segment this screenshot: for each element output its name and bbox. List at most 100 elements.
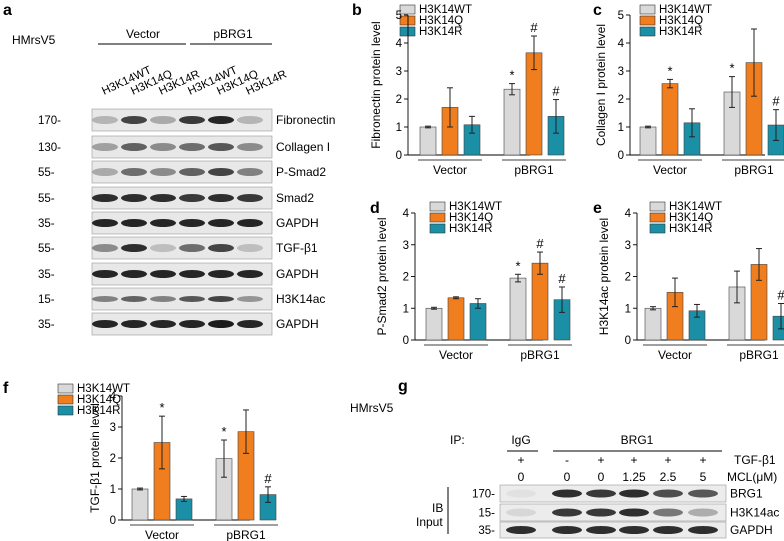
panel-label-a: a xyxy=(3,2,12,19)
panel-g-ip-blot: g HMrsV5 IP: IgG BRG1 + - + + + + 0 0 0 1.25 2.5 5… xyxy=(350,378,779,539)
blot-a-band-5-1 xyxy=(121,244,147,252)
category-label-e-1: pBRG1 xyxy=(739,348,779,362)
blot-a-band-5-2 xyxy=(150,244,176,252)
blot-a-band-2-5 xyxy=(237,168,263,176)
y-tick-label-c-5: 5 xyxy=(618,10,624,22)
y-tick-label-d-1: 1 xyxy=(403,303,409,315)
blot-a-mw-1: 130- xyxy=(38,142,61,154)
mcl-dose-0: 0 xyxy=(518,470,525,484)
legend-swatch-b-0 xyxy=(399,4,416,15)
blot-a-band-2-3 xyxy=(179,168,205,176)
blot-a-band-6-2 xyxy=(150,270,176,278)
blot-a-band-4-2 xyxy=(150,219,176,227)
blot-g-input-label: Input xyxy=(416,515,443,529)
blot-a-label-6: GAPDH xyxy=(276,267,319,281)
blot-a-band-3-0 xyxy=(92,194,118,202)
y-tick-label-c-1: 1 xyxy=(618,122,624,134)
mcl-dose-1: 0 xyxy=(564,470,571,484)
tgf-sign-3: + xyxy=(630,453,637,467)
tgf-sign-0: + xyxy=(517,453,524,467)
blot-g-band-1-4 xyxy=(653,508,683,517)
blot-g-mw-0: 170- xyxy=(472,489,495,501)
y-tick-label-c-4: 4 xyxy=(618,38,625,50)
sig-mark-f-1-0: * xyxy=(221,424,226,439)
panel-label-f: f xyxy=(3,380,9,397)
y-axis-label-b: Fibronectin protein level xyxy=(369,21,383,148)
blot-g-rows: 170- BRG1 15- H3K14ac 35- GAPDH xyxy=(472,484,779,539)
y-axis-label-e: H3K14ac protein level xyxy=(597,218,611,335)
y-tick-label-d-4: 4 xyxy=(403,208,410,220)
blot-a-mw-3: 55- xyxy=(38,193,55,205)
y-tick-label-b-2: 2 xyxy=(396,94,402,106)
y-tick-label-e-1: 1 xyxy=(625,303,631,315)
blot-g-band-0-4 xyxy=(653,489,683,498)
blot-a-band-7-5 xyxy=(237,296,263,302)
blot-a-band-7-0 xyxy=(92,296,118,302)
y-tick-label-d-3: 3 xyxy=(403,240,409,252)
blot-g-ib-label: IB xyxy=(432,501,443,515)
blot-g-band-0-5 xyxy=(688,489,718,498)
blot-a-band-7-3 xyxy=(179,296,205,302)
legend-swatch-b-2 xyxy=(399,26,416,37)
bar-c-0-1 xyxy=(661,83,679,156)
blot-a-band-2-1 xyxy=(121,168,147,176)
legend-swatch-f-2 xyxy=(57,405,74,416)
blot-a-band-8-3 xyxy=(179,320,205,328)
blot-a-band-3-3 xyxy=(179,194,205,202)
sig-mark-c-1-0: * xyxy=(729,61,734,76)
blot-g-mw-2: 35- xyxy=(478,525,495,537)
blot-a-band-1-1 xyxy=(121,143,147,151)
category-label-f-1: pBRG1 xyxy=(226,528,266,541)
bar-f-0-0 xyxy=(131,488,149,521)
y-tick-label-f-4: 4 xyxy=(110,391,117,403)
y-tick-label-f-2: 2 xyxy=(110,453,116,465)
blot-a-mw-2: 55- xyxy=(38,167,55,179)
legend-label-d-1: H3K14Q xyxy=(449,212,493,224)
blot-a-band-7-2 xyxy=(150,296,176,302)
blot-a-band-4-0 xyxy=(92,219,118,227)
blot-a-label-1: Collagen I xyxy=(276,140,330,154)
mcl-dose-4: 2.5 xyxy=(660,470,677,484)
blot-a-band-7-1 xyxy=(121,296,147,302)
y-tick-label-f-1: 1 xyxy=(110,484,116,496)
y-tick-label-f-0: 0 xyxy=(110,515,116,527)
blot-a-band-4-5 xyxy=(237,219,263,227)
blot-g-band-0-3 xyxy=(619,489,649,498)
blot-a-label-7: H3K14ac xyxy=(276,292,325,306)
y-axis-label-c: Collagen I protein level xyxy=(594,24,608,146)
blot-a-band-5-3 xyxy=(179,244,205,252)
y-tick-label-b-1: 1 xyxy=(396,122,402,134)
sig-mark-c-0-1: * xyxy=(667,63,672,78)
y-tick-label-e-3: 3 xyxy=(625,240,631,252)
category-label-d-1: pBRG1 xyxy=(520,348,560,362)
blot-a-label-3: Smad2 xyxy=(276,191,314,205)
blot-a-band-5-0 xyxy=(92,244,118,252)
sig-mark-d-1-2: # xyxy=(558,271,566,286)
category-label-b-1: pBRG1 xyxy=(514,163,554,177)
blot-g-cell-line: HMrsV5 xyxy=(350,401,394,415)
blot-a-band-2-2 xyxy=(150,168,176,176)
bar-d-1-0 xyxy=(509,277,527,341)
sig-mark-e-1-2: # xyxy=(777,287,784,302)
panel-label-c: c xyxy=(593,2,602,19)
blot-a-band-6-4 xyxy=(208,270,234,278)
blot-g-band-2-1 xyxy=(552,526,582,534)
legend-swatch-c-1 xyxy=(639,15,656,26)
sig-mark-c-1-2: # xyxy=(772,94,780,109)
blot-a-mw-8: 35- xyxy=(38,319,55,331)
y-tick-label-b-4: 4 xyxy=(396,38,403,50)
legend-label-b-2: H3K14R xyxy=(419,26,462,38)
legend-label-c-0: H3K14WT xyxy=(659,4,712,16)
category-label-b-0: Vector xyxy=(433,163,467,177)
blot-a-label-4: GAPDH xyxy=(276,216,319,230)
legend-label-c-1: H3K14Q xyxy=(659,15,703,27)
tgf-sign-2: + xyxy=(597,453,604,467)
blot-a-band-6-1 xyxy=(121,270,147,278)
y-tick-label-c-3: 3 xyxy=(618,66,624,78)
blot-g-band-0-2 xyxy=(586,489,616,498)
sig-mark-d-1-0: * xyxy=(515,258,520,273)
mcl-dose-2: 0 xyxy=(598,470,605,484)
